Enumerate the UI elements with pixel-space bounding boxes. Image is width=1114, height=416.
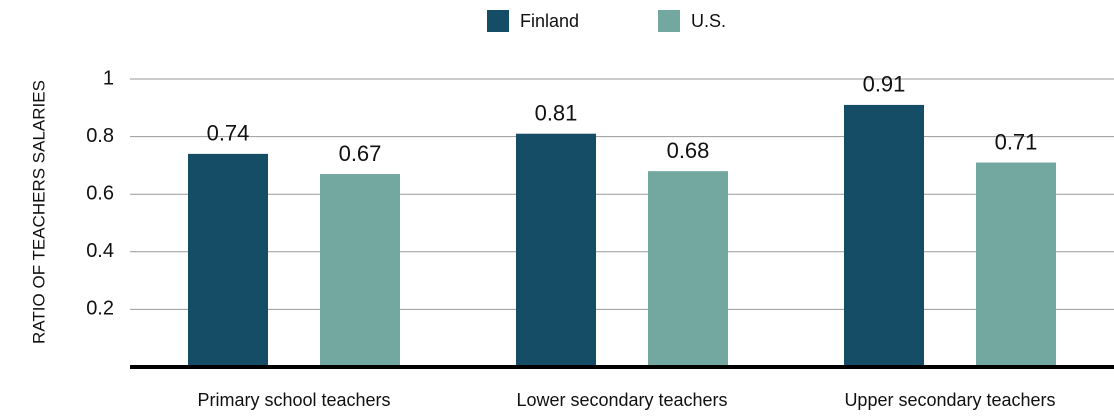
x-tick-label: Lower secondary teachers — [516, 390, 727, 410]
legend-swatch — [658, 10, 680, 32]
legend-label: Finland — [520, 11, 579, 31]
bar — [844, 104, 924, 368]
legend-swatch — [487, 10, 509, 32]
legend-label: U.S. — [691, 11, 726, 31]
data-label: 0.91 — [863, 72, 906, 97]
data-label: 0.67 — [339, 141, 382, 166]
bar — [188, 153, 268, 367]
bar — [648, 171, 728, 367]
y-axis-label: RATIO OF TEACHERS SALARIES — [29, 80, 48, 344]
data-label: 0.71 — [995, 129, 1038, 154]
y-tick-label: 0.6 — [86, 182, 114, 204]
y-tick-label: 0.4 — [86, 240, 114, 262]
y-tick-label: 0.8 — [86, 125, 114, 147]
y-tick-label: 0.2 — [86, 298, 114, 320]
bar — [320, 174, 400, 367]
x-tick-label: Upper secondary teachers — [844, 390, 1055, 410]
bar — [516, 133, 596, 367]
data-label: 0.81 — [535, 101, 578, 126]
data-label: 0.74 — [207, 121, 250, 146]
x-tick-label: Primary school teachers — [197, 390, 390, 410]
data-label: 0.68 — [667, 138, 710, 163]
y-tick-label: 1 — [103, 67, 114, 89]
bar — [976, 162, 1056, 367]
